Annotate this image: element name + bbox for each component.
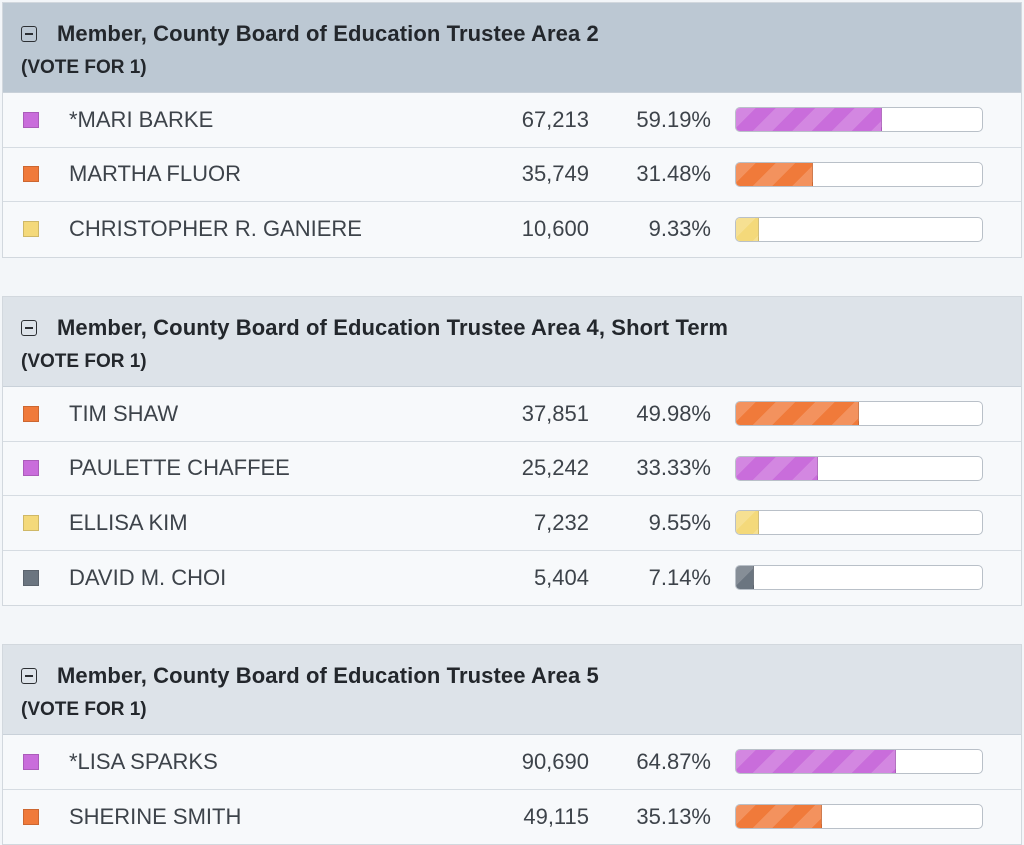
candidate-color-swatch [23, 460, 39, 477]
candidate-votes: 35,749 [521, 161, 589, 187]
candidate-percent: 31.48% [636, 161, 711, 187]
collapse-icon[interactable] [21, 668, 37, 684]
candidate-percent: 9.55% [648, 509, 711, 535]
vote-share-bar-fill [736, 217, 759, 241]
candidate-votes: 7,232 [533, 509, 589, 535]
candidate-percent: 7.14% [648, 564, 711, 590]
vote-for-label: (VOTE FOR 1) [21, 699, 147, 720]
candidate-name: PAULETTE CHAFFEE [69, 455, 290, 481]
candidate-votes: 67,213 [521, 106, 589, 132]
race-title: Member, County Board of Education Truste… [57, 21, 599, 46]
candidate-color-swatch [23, 808, 39, 825]
candidate-color-swatch [23, 753, 39, 770]
vote-share-bar [735, 161, 983, 187]
race-header: Member, County Board of Education Truste… [3, 645, 1021, 735]
race-card-trustee-area-2: Member, County Board of Education Truste… [2, 2, 1022, 258]
candidate-row: TIM SHAW 37,851 49.98% [3, 387, 1021, 442]
race-title: Member, County Board of Education Truste… [57, 663, 599, 688]
candidate-row: CHRISTOPHER R. GANIERE 10,600 9.33% [3, 202, 1021, 257]
candidate-row: *LISA SPARKS 90,690 64.87% [3, 735, 1021, 790]
candidate-color-swatch [23, 405, 39, 422]
candidate-name: CHRISTOPHER R. GANIERE [69, 216, 362, 242]
vote-share-bar-fill [736, 456, 818, 480]
candidate-votes: 37,851 [521, 400, 589, 426]
candidate-percent: 64.87% [636, 748, 711, 774]
candidate-percent: 35.13% [636, 803, 711, 829]
race-title: Member, County Board of Education Truste… [57, 315, 729, 340]
candidate-name: *MARI BARKE [69, 106, 214, 132]
candidate-row: DAVID M. CHOI 5,404 7.14% [3, 550, 1021, 605]
vote-share-bar-fill [736, 402, 859, 426]
candidate-row: ELLISA KIM 7,232 9.55% [3, 496, 1021, 551]
candidate-color-swatch [23, 111, 39, 128]
candidate-color-swatch [23, 569, 39, 586]
vote-share-bar-fill [736, 750, 896, 774]
vote-share-bar [735, 510, 983, 536]
race-card-trustee-area-4-short-term: Member, County Board of Education Truste… [2, 296, 1022, 606]
candidate-votes: 5,404 [533, 564, 589, 590]
candidate-list: TIM SHAW 37,851 49.98% PAULETTE CHAFFEE … [3, 387, 1021, 605]
candidate-row: *MARI BARKE 67,213 59.19% [3, 93, 1021, 148]
candidate-list: *MARI BARKE 67,213 59.19% MARTHA FLUOR 3… [3, 93, 1021, 257]
vote-share-bar-fill [736, 566, 754, 590]
candidate-votes: 49,115 [523, 803, 589, 829]
candidate-name: SHERINE SMITH [69, 803, 242, 829]
vote-share-bar-fill [736, 511, 760, 535]
vote-share-bar-fill [736, 108, 882, 132]
vote-share-bar-fill [736, 805, 823, 829]
race-header: Member, County Board of Education Truste… [3, 3, 1021, 93]
candidate-votes: 10,600 [521, 216, 589, 242]
collapse-icon[interactable] [21, 320, 37, 336]
collapse-icon[interactable] [21, 26, 37, 42]
candidate-color-swatch [23, 166, 39, 183]
vote-for-label: (VOTE FOR 1) [21, 57, 147, 78]
candidate-color-swatch [23, 514, 39, 531]
vote-share-bar [735, 216, 983, 242]
candidate-color-swatch [23, 221, 39, 238]
candidate-name: MARTHA FLUOR [69, 161, 241, 187]
candidate-row: MARTHA FLUOR 35,749 31.48% [3, 147, 1021, 202]
candidate-row: SHERINE SMITH 49,115 35.13% [3, 789, 1021, 844]
vote-share-bar [735, 804, 983, 830]
candidate-votes: 25,242 [521, 455, 589, 481]
candidate-name: *LISA SPARKS [69, 748, 218, 774]
vote-share-bar [735, 749, 983, 775]
candidate-name: TIM SHAW [69, 400, 179, 426]
candidate-percent: 9.33% [648, 216, 711, 242]
vote-share-bar [735, 455, 983, 481]
candidate-votes: 90,690 [521, 748, 589, 774]
vote-share-bar [735, 565, 983, 591]
candidate-percent: 49.98% [636, 400, 711, 426]
race-header: Member, County Board of Education Truste… [3, 297, 1021, 387]
vote-for-label: (VOTE FOR 1) [21, 351, 147, 372]
candidate-name: ELLISA KIM [69, 509, 188, 535]
vote-share-bar [735, 401, 983, 427]
vote-share-bar-fill [736, 162, 814, 186]
race-card-trustee-area-5: Member, County Board of Education Truste… [2, 644, 1022, 845]
candidate-list: *LISA SPARKS 90,690 64.87% SHERINE SMITH… [3, 735, 1021, 844]
candidate-percent: 59.19% [636, 106, 711, 132]
candidate-name: DAVID M. CHOI [69, 564, 227, 590]
candidate-percent: 33.33% [636, 455, 711, 481]
candidate-row: PAULETTE CHAFFEE 25,242 33.33% [3, 441, 1021, 496]
vote-share-bar [735, 107, 983, 133]
